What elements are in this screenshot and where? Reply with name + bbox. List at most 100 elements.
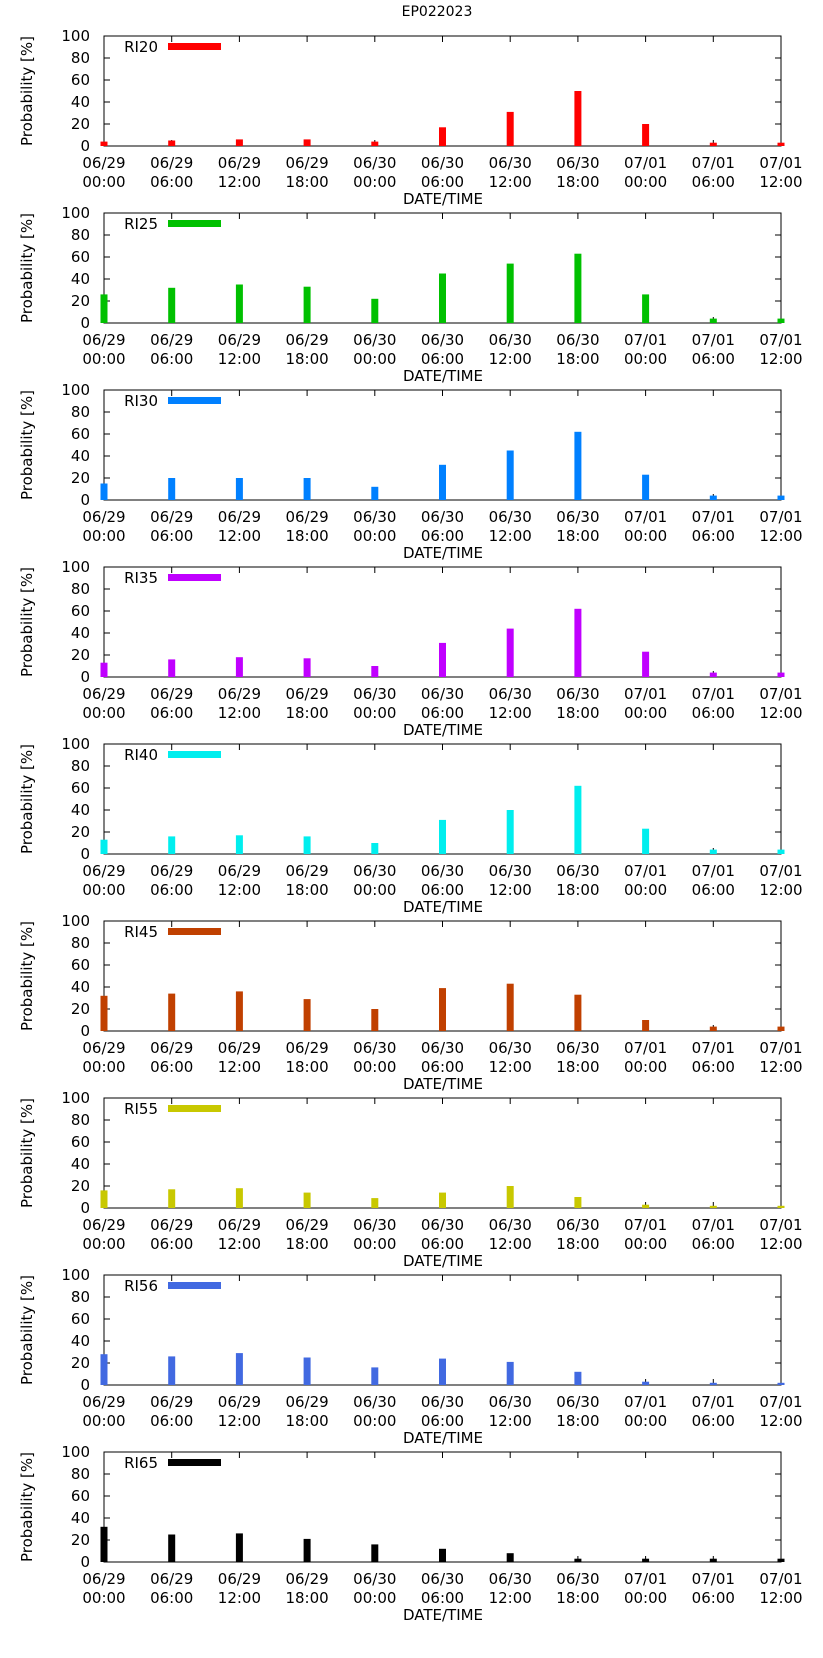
x-tick-date-label: 06/30 [489, 154, 532, 172]
y-tick-label: 80 [71, 403, 90, 421]
x-tick-date-label: 06/29 [82, 862, 125, 880]
x-tick-time-label: 00:00 [624, 881, 667, 899]
legend-swatch [168, 43, 221, 50]
x-tick-date-label: 06/30 [556, 154, 599, 172]
bar-ri30-9 [709, 495, 717, 500]
x-tick-time-label: 00:00 [82, 527, 125, 545]
y-tick-label: 60 [71, 1133, 90, 1151]
x-tick-date-label: 06/30 [421, 685, 464, 703]
x-tick-date-label: 07/01 [759, 331, 802, 349]
bar-ri20-8 [642, 124, 650, 146]
y-axis-label: Probability [%] [18, 36, 36, 146]
x-tick-date-label: 06/29 [82, 1570, 125, 1588]
x-tick-time-label: 06:00 [150, 704, 193, 722]
x-tick-date-label: 06/29 [218, 685, 261, 703]
chart-panel-ri55: 02040608010006/2900:0006/2906:0006/2912:… [18, 1089, 803, 1270]
bar-ri30-2 [235, 478, 243, 500]
x-tick-date-label: 07/01 [624, 1039, 667, 1057]
x-tick-time-label: 06:00 [150, 350, 193, 368]
y-tick-label: 0 [80, 137, 90, 155]
y-tick-label: 100 [61, 912, 90, 930]
x-tick-time-label: 18:00 [285, 173, 328, 191]
y-tick-label: 0 [80, 1022, 90, 1040]
x-tick-date-label: 07/01 [624, 1393, 667, 1411]
bar-ri20-9 [709, 142, 717, 146]
x-tick-time-label: 00:00 [624, 1412, 667, 1430]
x-tick-time-label: 18:00 [285, 1412, 328, 1430]
bar-ri65-9 [709, 1558, 717, 1562]
x-tick-time-label: 00:00 [82, 350, 125, 368]
bar-ri56-3 [303, 1357, 311, 1385]
y-tick-label: 100 [61, 1443, 90, 1461]
x-tick-time-label: 12:00 [218, 704, 261, 722]
x-tick-time-label: 00:00 [82, 1235, 125, 1253]
x-tick-date-label: 06/30 [489, 862, 532, 880]
bar-ri56-1 [168, 1356, 176, 1385]
bar-ri45-10 [777, 1026, 785, 1031]
bar-ri65-5 [439, 1548, 446, 1562]
x-tick-time-label: 18:00 [556, 1058, 599, 1076]
chart-panel-ri35: 02040608010006/2900:0006/2906:0006/2912:… [18, 558, 803, 739]
x-tick-time-label: 00:00 [353, 1412, 396, 1430]
x-tick-time-label: 06:00 [421, 704, 464, 722]
legend-swatch [168, 751, 221, 758]
x-tick-date-label: 07/01 [624, 685, 667, 703]
y-tick-label: 100 [61, 381, 90, 399]
bar-ri25-9 [709, 318, 717, 323]
x-tick-time-label: 06:00 [692, 1589, 735, 1607]
bar-ri56-6 [506, 1361, 514, 1385]
bar-ri40-9 [709, 849, 717, 854]
x-tick-time-label: 00:00 [82, 881, 125, 899]
bar-ri45-4 [371, 1009, 379, 1031]
x-tick-time-label: 00:00 [82, 704, 125, 722]
x-tick-date-label: 06/29 [218, 508, 261, 526]
x-tick-time-label: 18:00 [285, 881, 328, 899]
y-tick-label: 80 [71, 1111, 90, 1129]
x-tick-date-label: 06/30 [556, 862, 599, 880]
x-tick-date-label: 07/01 [759, 508, 802, 526]
y-tick-label: 60 [71, 779, 90, 797]
x-tick-date-label: 06/29 [218, 1216, 261, 1234]
bar-ri55-1 [168, 1189, 176, 1208]
y-tick-label: 20 [71, 1354, 90, 1372]
y-tick-label: 0 [80, 845, 90, 863]
x-tick-time-label: 06:00 [421, 527, 464, 545]
y-tick-label: 20 [71, 1531, 90, 1549]
x-tick-date-label: 07/01 [692, 1039, 735, 1057]
x-tick-time-label: 06:00 [421, 1235, 464, 1253]
legend-label: RI65 [124, 1454, 158, 1472]
x-axis-label: DATE/TIME [403, 367, 483, 385]
legend-label: RI55 [124, 1100, 158, 1118]
x-tick-time-label: 18:00 [285, 527, 328, 545]
x-tick-time-label: 00:00 [82, 1058, 125, 1076]
x-tick-date-label: 06/30 [421, 1393, 464, 1411]
x-tick-time-label: 12:00 [759, 1058, 802, 1076]
x-tick-time-label: 12:00 [759, 1412, 802, 1430]
x-tick-time-label: 06:00 [421, 881, 464, 899]
y-tick-label: 60 [71, 956, 90, 974]
y-tick-label: 80 [71, 1288, 90, 1306]
x-tick-date-label: 06/29 [82, 1039, 125, 1057]
x-tick-date-label: 06/30 [556, 1570, 599, 1588]
x-tick-date-label: 06/30 [353, 1216, 396, 1234]
x-tick-date-label: 06/30 [556, 1393, 599, 1411]
bar-ri45-2 [235, 991, 243, 1031]
x-tick-time-label: 12:00 [759, 1589, 802, 1607]
legend-swatch [168, 1105, 221, 1112]
bar-ri30-3 [303, 478, 311, 500]
x-axis-label: DATE/TIME [403, 544, 483, 562]
y-tick-label: 60 [71, 248, 90, 266]
x-tick-time-label: 12:00 [489, 704, 532, 722]
bar-ri25-6 [506, 263, 514, 323]
bar-ri35-6 [506, 628, 514, 677]
x-tick-time-label: 06:00 [692, 173, 735, 191]
x-tick-date-label: 07/01 [624, 331, 667, 349]
y-tick-label: 80 [71, 580, 90, 598]
bar-ri35-0 [100, 662, 108, 677]
x-tick-date-label: 06/30 [489, 1393, 532, 1411]
x-tick-time-label: 12:00 [489, 1058, 532, 1076]
x-tick-date-label: 06/30 [489, 508, 532, 526]
legend-label: RI35 [124, 569, 158, 587]
x-tick-time-label: 18:00 [285, 704, 328, 722]
